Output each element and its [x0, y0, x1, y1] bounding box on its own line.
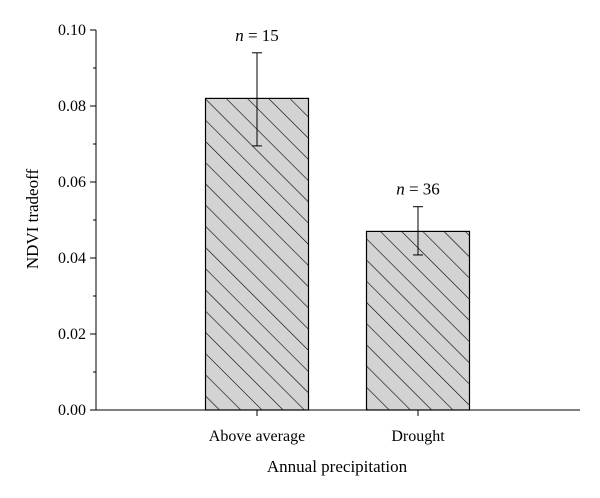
bar	[204, 97, 310, 411]
bar	[365, 230, 471, 411]
y-axis-label: NDVI tradeoff	[23, 169, 42, 270]
y-tick-label: 0.04	[58, 250, 86, 267]
error-bar	[413, 206, 423, 256]
n-annotation-symbol: n	[235, 26, 244, 45]
y-tick-label: 0.00	[58, 402, 86, 419]
n-annotation: n = 36	[396, 180, 440, 199]
error-bar	[252, 52, 262, 147]
n-annotation: n = 15	[235, 26, 279, 45]
x-axis-label: Annual precipitation	[267, 457, 408, 476]
n-annotation-value: = 36	[405, 180, 440, 199]
y-tick-label: 0.10	[58, 22, 86, 39]
plot-area: 0.00 0.02 0.04 0.06 0.08 0.10 Above average Dro…	[58, 22, 580, 445]
n-annotation-value: = 15	[244, 26, 279, 45]
x-tick-label: Drought	[391, 428, 445, 445]
y-tick-label: 0.02	[58, 326, 86, 343]
x-tick-label: Above average	[209, 428, 305, 445]
y-tick-label: 0.08	[58, 98, 86, 115]
y-tick-label: 0.06	[58, 174, 86, 191]
n-annotation-symbol: n	[396, 180, 405, 199]
